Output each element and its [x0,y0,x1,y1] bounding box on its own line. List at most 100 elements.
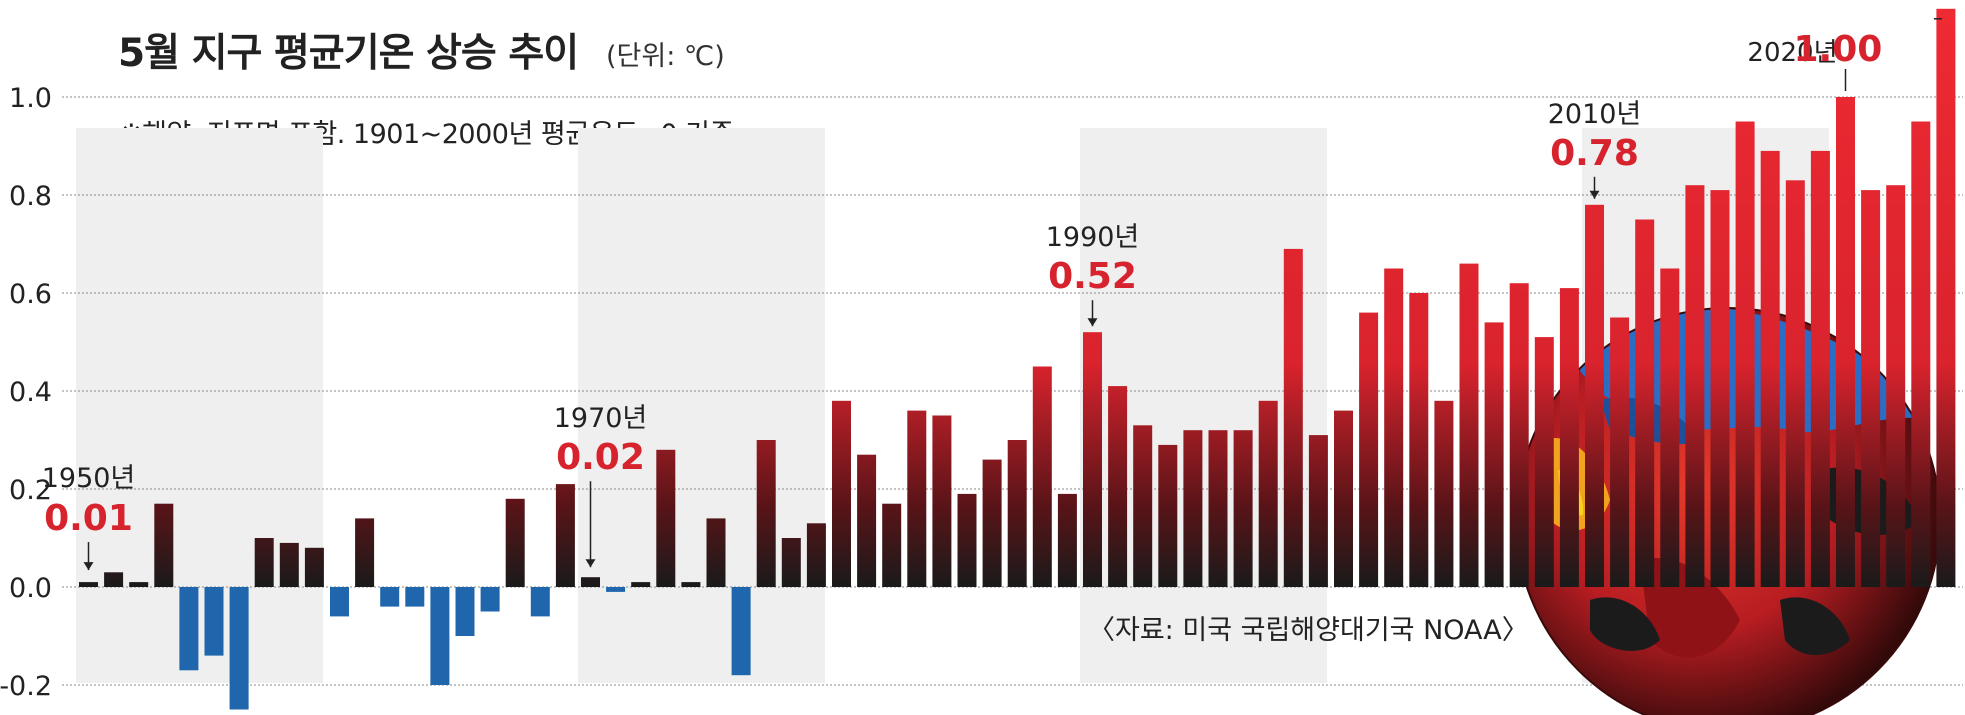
bar-1956 [229,587,249,710]
bar-1998 [1283,248,1303,587]
bar-2004 [1434,400,1454,587]
bar-1999 [1308,435,1328,587]
bar-1980 [832,400,851,587]
bar-1958 [279,542,299,587]
bar-1978 [781,538,801,587]
bar-1989 [1057,493,1077,587]
annotation-value: 0.78 [1550,133,1639,174]
y-tick-label: 1.0 [9,83,52,114]
bar-1955 [204,587,224,656]
annotation-arrowhead [83,562,94,571]
annotation-value: 1.00 [1794,29,1883,70]
y-tick-label: 0.4 [9,377,52,408]
bar-1954 [179,587,199,671]
annotation-year-label: 1950년 [42,463,136,494]
bar-1952 [129,582,149,587]
bar-1986 [982,459,1002,587]
bar-1996 [1233,430,1253,587]
bar-1953 [154,503,174,587]
annotation-arrowhead [1087,318,1098,327]
bar-1969 [555,484,575,587]
bar-1951 [104,572,124,587]
bar-1992 [1133,425,1153,587]
bar-1981 [857,454,877,587]
bar-1983 [907,410,927,587]
bar-1963 [405,587,425,607]
bar-1990 [1083,332,1102,587]
bar-1979 [806,523,826,587]
unit-label: (단위: ℃) [606,41,725,72]
bar-1995 [1208,430,1228,587]
bar-1974 [681,582,701,587]
y-tick-label: 0.2 [9,475,52,506]
annotation-value: 0.02 [556,437,645,478]
bar-1987 [1007,440,1027,587]
bar-1961 [355,518,375,587]
bar-2002 [1384,268,1404,587]
bar-1973 [656,449,676,587]
bar-2020 [1836,97,1855,587]
bar-1965 [455,587,475,636]
y-tick-label: 0.0 [9,573,52,604]
bar-1964 [430,587,450,685]
bar-2006 [1484,322,1504,587]
bar-1982 [882,503,902,587]
bar-1997 [1258,400,1278,587]
annotation-value: 0.52 [1048,256,1137,297]
bar-1957 [254,538,274,587]
bar-2005 [1459,263,1479,587]
bar-2007 [1509,283,1529,587]
decade-shading-1950 [76,128,323,683]
bar-1972 [631,582,651,587]
y-tick-label: 0.6 [9,279,52,310]
annotation-arrowhead [1589,190,1600,199]
annotation-1950: 1950년 0.01 [42,463,136,571]
bar-1991 [1108,386,1128,587]
source-note: 〈자료: 미국 국립해양대기국 NOAA〉 [1088,615,1529,646]
annotation-arrowhead [585,559,596,568]
bar-1968 [530,587,550,617]
bar-1960 [330,587,349,617]
chart-title: 5월 지구 평균기온 상승 추이 [118,31,579,76]
bar-1988 [1032,366,1052,587]
bar-2001 [1359,312,1379,587]
bar-2003 [1409,293,1429,587]
annotation-year-label: 1970년 [554,403,648,434]
bar-2021 [1861,190,1881,587]
bar-1967 [505,498,525,587]
annotation-year-label: 2020년 [1747,38,1837,68]
bar-1976 [731,587,751,676]
y-tick-label: 0.8 [9,181,52,212]
bar-2014 [1685,185,1705,587]
bar-2011 [1610,317,1630,587]
bar-1985 [957,493,977,587]
bar-2022 [1886,185,1906,587]
bar-1975 [706,518,726,587]
bar-2013 [1660,268,1680,587]
bar-2015 [1710,190,1730,587]
bar-2008 [1534,337,1554,587]
bar-2009 [1559,288,1579,587]
bar-1994 [1183,430,1203,587]
bar-1984 [932,415,952,587]
bar-2000 [1334,410,1353,587]
bar-1970 [581,577,600,587]
bar-1959 [304,547,324,587]
bar-2016 [1735,121,1755,587]
annotation-year-label: 2010년 [1548,99,1642,130]
bar-2019 [1810,150,1830,587]
bar-2017 [1760,150,1780,587]
bar-1962 [380,587,400,607]
bar-1950 [79,582,98,587]
annotation-2024: 2024년1.18 [1933,18,1942,20]
bar-1993 [1158,444,1178,587]
bar-2012 [1635,219,1655,587]
bar-1977 [756,440,776,587]
bar-1966 [480,587,500,612]
bar-2023 [1911,121,1931,587]
